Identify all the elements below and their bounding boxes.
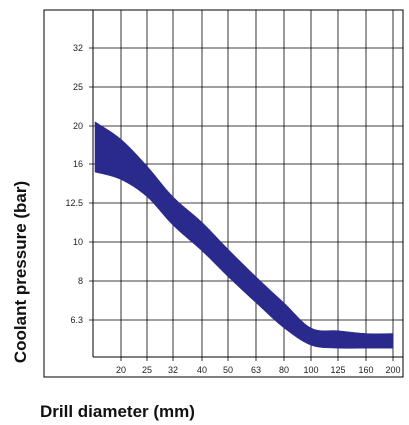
x-tick-label-100: 100 [303,365,318,375]
y-tick-label-8: 8 [78,276,83,286]
x-tick-label-40: 40 [197,365,207,375]
y-tick-label-25: 25 [73,82,83,92]
x-tick-label-80: 80 [279,365,289,375]
x-tick-label-63: 63 [251,365,261,375]
y-tick-label-16: 16 [73,159,83,169]
x-tick-label-160: 160 [358,365,373,375]
y-tick-label-32: 32 [73,43,83,53]
x-tick-label-125: 125 [330,365,345,375]
y-tick-label-10: 10 [73,237,83,247]
x-axis-title: Drill diameter (mm) [40,402,195,421]
y-tick-label-12.5: 12.5 [65,198,83,208]
outer-frame [43,9,404,378]
pressure-band-area [94,121,394,349]
y-tick-label-6.3: 6.3 [70,315,83,325]
x-tick-labels: 20 25 32 40 50 63 80 100 125 160 200 [116,365,401,375]
grid [89,10,403,361]
x-tick-label-50: 50 [223,365,233,375]
x-tick-label-20: 20 [116,365,126,375]
x-tick-label-32: 32 [168,365,178,375]
x-tick-label-25: 25 [142,365,152,375]
y-tick-labels: 6.3 8 10 12.5 16 20 25 32 [65,43,83,325]
x-tick-label-200: 200 [385,365,400,375]
y-axis-title: Coolant pressure (bar) [11,181,30,363]
coolant-pressure-band [94,121,394,349]
y-tick-label-20: 20 [73,121,83,131]
